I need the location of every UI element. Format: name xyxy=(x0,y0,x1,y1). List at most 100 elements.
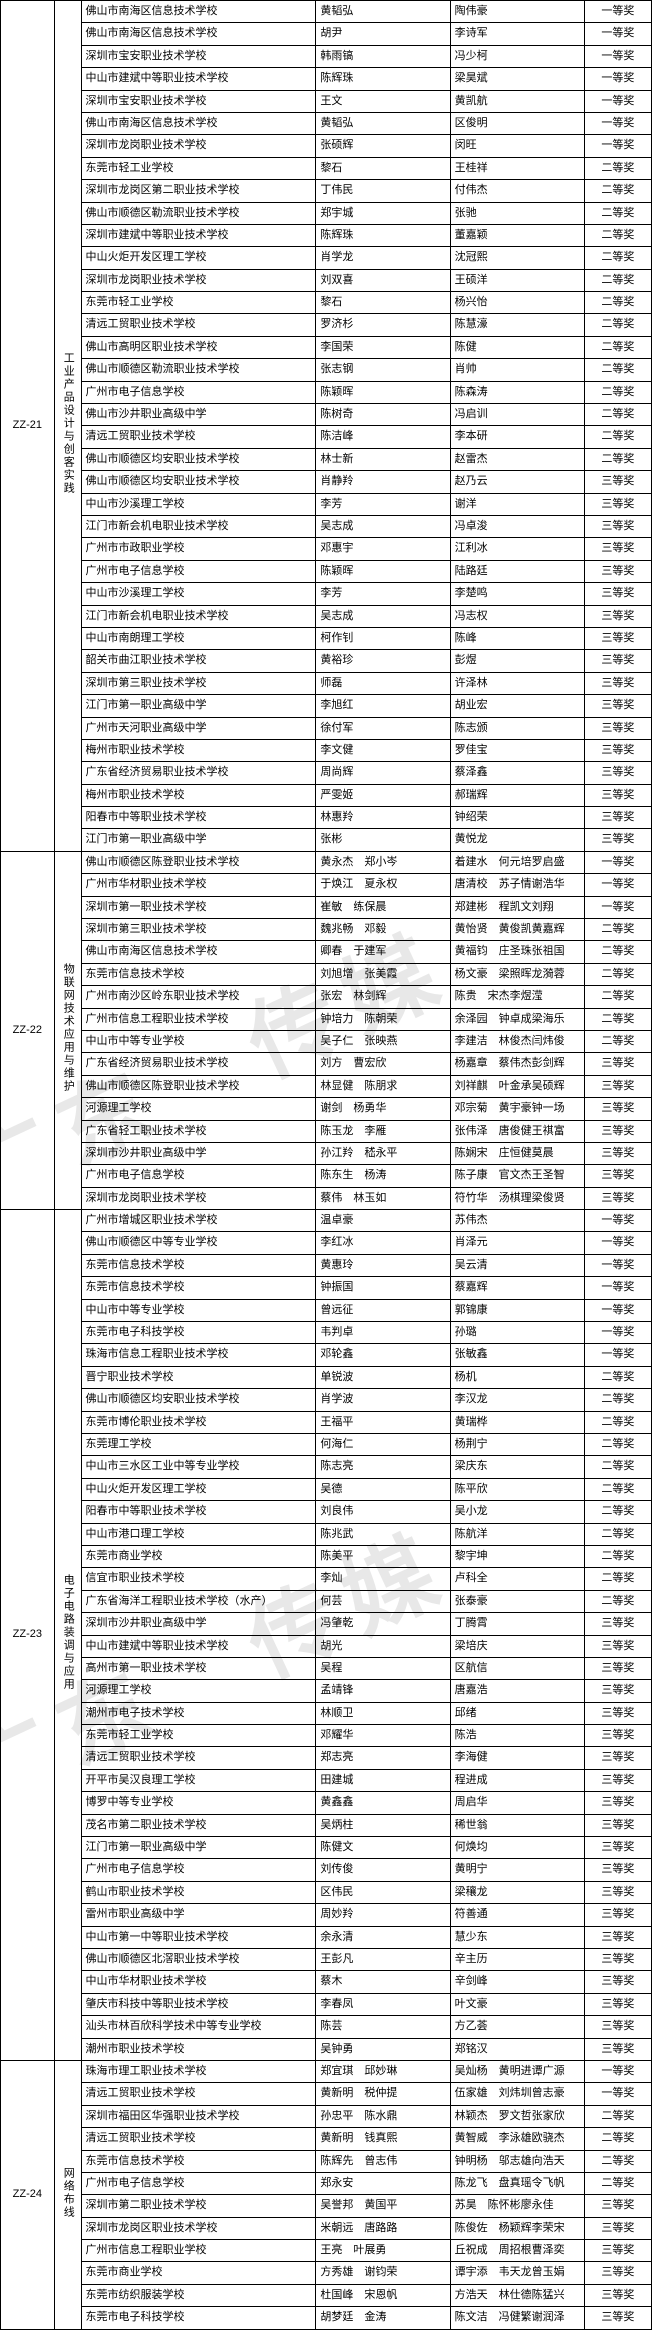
award-cell: 三等奖 xyxy=(584,1747,651,1769)
table-row: 江门市第一职业高级中学陈健文何焕均三等奖 xyxy=(1,1837,652,1859)
award-cell: 三等奖 xyxy=(584,538,651,560)
award-cell: 三等奖 xyxy=(584,1165,651,1187)
award-cell: 三等奖 xyxy=(584,1680,651,1702)
name1-cell: 孙忠平 陈水鼎 xyxy=(316,2105,450,2127)
name2-cell: 辛主历 xyxy=(450,1948,584,1970)
name2-cell: 符善通 xyxy=(450,1904,584,1926)
school-cell: 佛山市顺德区勒流职业技术学校 xyxy=(81,202,316,224)
award-cell: 二等奖 xyxy=(584,448,651,470)
award-cell: 二等奖 xyxy=(584,1523,651,1545)
table-row: 阳春市中等职业技术学校林惠羚钟绍荣三等奖 xyxy=(1,807,652,829)
name1-cell: 黄韬弘 xyxy=(316,112,450,134)
name1-cell: 李芳 xyxy=(316,583,450,605)
award-cell: 二等奖 xyxy=(584,157,651,179)
name1-cell: 单锐波 xyxy=(316,1366,450,1388)
name2-cell: 陈慧濠 xyxy=(450,314,584,336)
name1-cell: 黄永杰 郑小岑 xyxy=(316,851,450,873)
name1-cell: 钟振国 xyxy=(316,1277,450,1299)
table-row: 江门市第一职业高级中学李旭红胡业宏三等奖 xyxy=(1,695,652,717)
award-cell: 一等奖 xyxy=(584,112,651,134)
table-row: 广东省海洋工程职业技术学校（水产）何芸张泰豪二等奖 xyxy=(1,1590,652,1612)
name1-cell: 蔡木 xyxy=(316,1971,450,1993)
name1-cell: 刘良伟 xyxy=(316,1501,450,1523)
name2-cell: 方浩天 林仕德陈猛兴 xyxy=(450,2284,584,2306)
school-cell: 雷州市职业高级中学 xyxy=(81,1904,316,1926)
table-row: 广州市天河职业高级中学徐付军陈志颁三等奖 xyxy=(1,717,652,739)
name2-cell: 彭煜 xyxy=(450,650,584,672)
name1-cell: 王彭凡 xyxy=(316,1948,450,1970)
school-cell: 清远工贸职业技术学校 xyxy=(81,2128,316,2150)
name2-cell: 陈子康 官文杰王圣智 xyxy=(450,1165,584,1187)
table-row: ZZ-24网络布线珠海市理工职业技术学校郑宜琪 邱妙琳吴灿杨 黄明进谭广源一等奖 xyxy=(1,2060,652,2082)
school-cell: 开平市吴汉良理工学校 xyxy=(81,1769,316,1791)
name1-cell: 郑宜琪 邱妙琳 xyxy=(316,2060,450,2082)
award-cell: 三等奖 xyxy=(584,471,651,493)
school-cell: 广州市信息工程职业学校 xyxy=(81,2240,316,2262)
name1-cell: 王文 xyxy=(316,90,450,112)
school-cell: 珠海市信息工程职业技术学校 xyxy=(81,1344,316,1366)
school-cell: 中山市建斌中等职业技术学校 xyxy=(81,68,316,90)
school-cell: 广州市信息工程职业技术学校 xyxy=(81,1008,316,1030)
table-row: ZZ-22物联网技术应用与维护佛山市顺德区陈登职业技术学校黄永杰 郑小岑着建水 … xyxy=(1,851,652,873)
award-cell: 三等奖 xyxy=(584,627,651,649)
table-row: 东莞市信息技术学校陈辉先 曾志伟钟明杨 邬志雄向浩天二等奖 xyxy=(1,2150,652,2172)
award-cell: 二等奖 xyxy=(584,247,651,269)
name2-cell: 刘祥麒 叶金承吴硕辉 xyxy=(450,1075,584,1097)
award-cell: 二等奖 xyxy=(584,1545,651,1567)
table-row: 佛山市顺德区均安职业技术学校林士新赵雷杰二等奖 xyxy=(1,448,652,470)
school-cell: 东莞市轻工业学校 xyxy=(81,292,316,314)
table-row: 河源理工学校孟靖锋唐嘉浩三等奖 xyxy=(1,1680,652,1702)
name1-cell: 米朝远 唐路路 xyxy=(316,2217,450,2239)
table-row: 深圳市福田区华强职业技术学校孙忠平 陈水鼎林颖杰 罗文哲张家欣二等奖 xyxy=(1,2105,652,2127)
school-cell: 深圳市第三职业技术学校 xyxy=(81,919,316,941)
award-cell: 三等奖 xyxy=(584,1837,651,1859)
table-row: 佛山市顺德区北滘职业技术学校王彭凡辛主历三等奖 xyxy=(1,1948,652,1970)
name2-cell: 陈浩 xyxy=(450,1725,584,1747)
table-row: 广东省轻工职业技术学校陈玉龙 李雁张伟泽 唐俊健王祺富三等奖 xyxy=(1,1120,652,1142)
name2-cell: 钟明杨 邬志雄向浩天 xyxy=(450,2150,584,2172)
category-cell: 物联网技术应用与维护 xyxy=(54,851,81,1209)
school-cell: 广东省经济贸易职业技术学校 xyxy=(81,1053,316,1075)
school-cell: 信宜市职业技术学校 xyxy=(81,1568,316,1590)
table-row: 广东省经济贸易职业技术学校刘方 曹宏欣杨嘉章 蔡伟杰彭剑辉三等奖 xyxy=(1,1053,652,1075)
table-row: 高州市第一职业技术学校吴程区航信三等奖 xyxy=(1,1657,652,1679)
name1-cell: 王亮 叶展勇 xyxy=(316,2240,450,2262)
name1-cell: 陈颖晖 xyxy=(316,560,450,582)
name2-cell: 陈健 xyxy=(450,336,584,358)
name1-cell: 曾远征 xyxy=(316,1299,450,1321)
school-cell: 广州市天河职业高级中学 xyxy=(81,717,316,739)
name2-cell: 陈平欣 xyxy=(450,1478,584,1500)
name1-cell: 余永清 xyxy=(316,1926,450,1948)
school-cell: 深圳市沙井职业高级中学 xyxy=(81,1142,316,1164)
school-cell: 广东省轻工职业技术学校 xyxy=(81,1120,316,1142)
school-cell: 清远工贸职业技术学校 xyxy=(81,1747,316,1769)
name2-cell: 郭锦康 xyxy=(450,1299,584,1321)
school-cell: 佛山市顺德区陈登职业技术学校 xyxy=(81,1075,316,1097)
award-cell: 三等奖 xyxy=(584,717,651,739)
school-cell: 深圳市龙岗职业技术学校 xyxy=(81,135,316,157)
name1-cell: 田建城 xyxy=(316,1769,450,1791)
name2-cell: 孙璐 xyxy=(450,1322,584,1344)
award-cell: 二等奖 xyxy=(584,292,651,314)
school-cell: 深圳市建斌中等职业技术学校 xyxy=(81,224,316,246)
award-cell: 一等奖 xyxy=(584,1210,651,1232)
award-cell: 二等奖 xyxy=(584,1366,651,1388)
award-cell: 一等奖 xyxy=(584,874,651,896)
school-cell: 深圳市宝安职业技术学校 xyxy=(81,45,316,67)
name2-cell: 吴灿杨 黄明进谭广源 xyxy=(450,2060,584,2082)
award-cell: 三等奖 xyxy=(584,493,651,515)
award-cell: 三等奖 xyxy=(584,650,651,672)
school-cell: 深圳市沙井职业高级中学 xyxy=(81,1613,316,1635)
name2-cell: 梁培庆 xyxy=(450,1635,584,1657)
name2-cell: 冯志权 xyxy=(450,605,584,627)
table-row: 深圳市宝安职业技术学校王文黄凯航一等奖 xyxy=(1,90,652,112)
award-cell: 二等奖 xyxy=(584,224,651,246)
table-row: 江门市新会机电职业技术学校吴志成冯志权三等奖 xyxy=(1,605,652,627)
table-row: 佛山市顺德区均安职业技术学校肖学波李汉龙二等奖 xyxy=(1,1389,652,1411)
award-cell: 二等奖 xyxy=(584,919,651,941)
award-cell: 三等奖 xyxy=(584,2284,651,2306)
name1-cell: 黎石 xyxy=(316,292,450,314)
name2-cell: 黄凯航 xyxy=(450,90,584,112)
table-row: 深圳市龙岗职业技术学校刘双喜王硕洋二等奖 xyxy=(1,269,652,291)
award-cell: 三等奖 xyxy=(584,1814,651,1836)
